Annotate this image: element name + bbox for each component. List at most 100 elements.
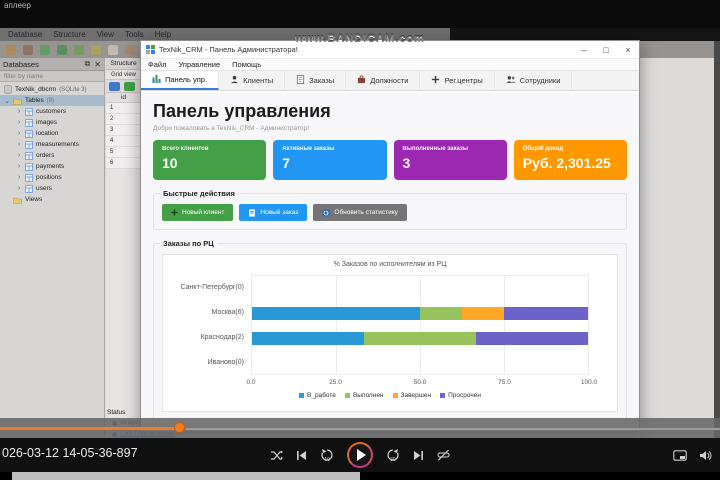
button-Обновить статистику[interactable]: Обновить статистику bbox=[313, 204, 407, 221]
grid-row[interactable]: 1 bbox=[106, 103, 141, 114]
tree-item-views[interactable]: Views bbox=[0, 194, 104, 205]
structure-tab[interactable]: Structure bbox=[106, 58, 141, 70]
tab-Клиенты[interactable]: Клиенты bbox=[219, 71, 286, 90]
stat-card: Всего клиентов 10 bbox=[153, 140, 267, 180]
close-button[interactable]: × bbox=[625, 44, 631, 55]
crm-menubar: Файл Управление Помощь bbox=[141, 58, 639, 71]
progress-knob[interactable] bbox=[174, 422, 185, 433]
play-icon bbox=[356, 449, 366, 461]
stat-card: Активные заказы 7 bbox=[273, 140, 387, 180]
tree-item-orders[interactable]: › orders bbox=[0, 150, 104, 161]
legend-item: Завершен bbox=[392, 392, 431, 399]
x-tick-label: 100.0 bbox=[580, 379, 598, 386]
replay-10-icon[interactable]: 10 bbox=[320, 448, 334, 463]
table-name: images bbox=[36, 119, 57, 126]
db-menu-structure[interactable]: Structure bbox=[53, 30, 86, 39]
views-label: Views bbox=[25, 196, 43, 203]
tree-item-users[interactable]: › users bbox=[0, 183, 104, 194]
tab-Панель упр.[interactable]: Панель упр. bbox=[141, 71, 220, 90]
modify-table-icon[interactable] bbox=[57, 44, 67, 55]
refresh-grid-icon[interactable] bbox=[109, 81, 120, 91]
button-Новый клиент[interactable]: Новый клиент bbox=[162, 204, 234, 221]
maximize-button[interactable]: □ bbox=[603, 44, 609, 55]
edit-pencil-icon[interactable] bbox=[6, 44, 16, 55]
tab-Сотрудники[interactable]: Сотрудники bbox=[495, 71, 573, 90]
add-record-icon[interactable] bbox=[124, 81, 135, 91]
bar-segment-Выполнен bbox=[363, 332, 476, 345]
player-controls: 10 30 bbox=[270, 438, 450, 472]
chevron-right-icon: › bbox=[17, 130, 21, 137]
db-menu-tools[interactable]: Tools bbox=[124, 30, 144, 39]
tables-folder-icon bbox=[13, 97, 22, 105]
bar-segment-В_работе bbox=[252, 307, 420, 320]
button-Новый заказ[interactable]: Новый заказ bbox=[239, 204, 308, 221]
tree-item-measurements[interactable]: › measurements bbox=[0, 139, 104, 150]
table-name: location bbox=[36, 130, 59, 137]
tree-item-positions[interactable]: › positions bbox=[0, 172, 104, 183]
chevron-right-icon: › bbox=[17, 108, 21, 115]
legend-item: Выполнен bbox=[344, 392, 384, 399]
player-progress-bar[interactable] bbox=[0, 418, 720, 438]
create-table-icon[interactable] bbox=[40, 44, 50, 55]
tab-Должности[interactable]: Должности bbox=[346, 71, 421, 90]
mini-player-icon[interactable] bbox=[673, 449, 687, 461]
databases-panel: Databases ⧉ ✕ filter by name TexNik_dbcr… bbox=[0, 58, 105, 443]
close-panel-icon[interactable]: ✕ bbox=[94, 59, 101, 69]
background-window-title-fragment: аплеер bbox=[4, 1, 31, 10]
legend-item: В_работе bbox=[299, 392, 336, 399]
db-filter-placeholder: filter by name bbox=[4, 72, 44, 80]
create-index-icon[interactable] bbox=[74, 44, 84, 55]
tables-count-badge: (8) bbox=[46, 97, 55, 104]
forward-30-icon[interactable]: 30 bbox=[386, 448, 400, 463]
tree-item-payments[interactable]: › payments bbox=[0, 161, 104, 172]
grid-row[interactable]: 3 bbox=[106, 125, 141, 136]
table-icon bbox=[25, 118, 33, 127]
stat-cards: Всего клиентов 10 Активные заказы 7 Выполнен… bbox=[153, 140, 627, 180]
grid-row[interactable]: 4 bbox=[106, 136, 141, 147]
crm-menu-Управление[interactable]: Управление bbox=[178, 60, 221, 69]
desktop-top-strip: аплеер bbox=[0, 0, 720, 28]
minimize-button[interactable]: – bbox=[581, 44, 587, 55]
tab-Рег.центры[interactable]: Рег.центры bbox=[420, 71, 495, 90]
previous-icon[interactable] bbox=[296, 450, 307, 461]
db-menu-view[interactable]: View bbox=[96, 30, 114, 39]
grid-row[interactable]: 2 bbox=[106, 114, 141, 125]
chevron-right-icon: › bbox=[17, 174, 21, 181]
repeat-off-icon[interactable] bbox=[437, 449, 450, 461]
db-filter-input[interactable]: filter by name bbox=[0, 71, 104, 82]
chevron-right-icon: › bbox=[17, 119, 21, 126]
crm-tabbar: Панель упр. Клиенты Заказы Должности Рег.цен… bbox=[141, 71, 639, 91]
tree-item-database[interactable]: TexNik_dbcrm (SQLite 3) bbox=[0, 84, 104, 95]
tab-Заказы[interactable]: Заказы bbox=[285, 71, 347, 90]
volume-icon[interactable] bbox=[699, 450, 712, 461]
bar-segment-Просрочен bbox=[475, 332, 588, 345]
grid-row[interactable]: 6 bbox=[106, 158, 141, 169]
table-name: orders bbox=[36, 152, 55, 159]
crm-titlebar[interactable]: TexNik_CRM - Панель Администратора! – □ … bbox=[141, 41, 639, 58]
shuffle-icon[interactable] bbox=[270, 450, 283, 461]
float-panel-icon[interactable]: ⧉ bbox=[84, 59, 91, 68]
crm-menu-Помощь[interactable]: Помощь bbox=[232, 60, 262, 69]
taskbar-fragment bbox=[12, 472, 360, 480]
document-white-icon bbox=[248, 208, 256, 217]
grid-row[interactable]: 5 bbox=[106, 147, 141, 158]
next-icon[interactable] bbox=[413, 450, 424, 461]
brush-icon[interactable] bbox=[23, 44, 33, 55]
print-icon[interactable] bbox=[108, 44, 118, 55]
db-menu-help[interactable]: Help bbox=[154, 30, 172, 39]
function-icon[interactable] bbox=[125, 44, 135, 55]
crm-menu-Файл[interactable]: Файл bbox=[148, 60, 167, 69]
tree-item-tables[interactable]: ⌄ Tables (8) bbox=[0, 95, 104, 106]
tree-item-images[interactable]: › images bbox=[0, 117, 104, 128]
export-icon[interactable] bbox=[91, 44, 101, 55]
grid-id-header[interactable]: id bbox=[106, 93, 141, 103]
tree-item-customers[interactable]: › customers bbox=[0, 106, 104, 117]
play-button[interactable] bbox=[347, 442, 373, 468]
legend-item: Просрочен bbox=[440, 392, 481, 399]
grid-view-label[interactable]: Grid view bbox=[106, 70, 141, 80]
db-menu-database[interactable]: Database bbox=[8, 30, 43, 39]
tree-item-location[interactable]: › location bbox=[0, 128, 104, 139]
category-label: Иваново(0) bbox=[207, 359, 244, 366]
category-label: Краснодар(2) bbox=[200, 334, 244, 341]
